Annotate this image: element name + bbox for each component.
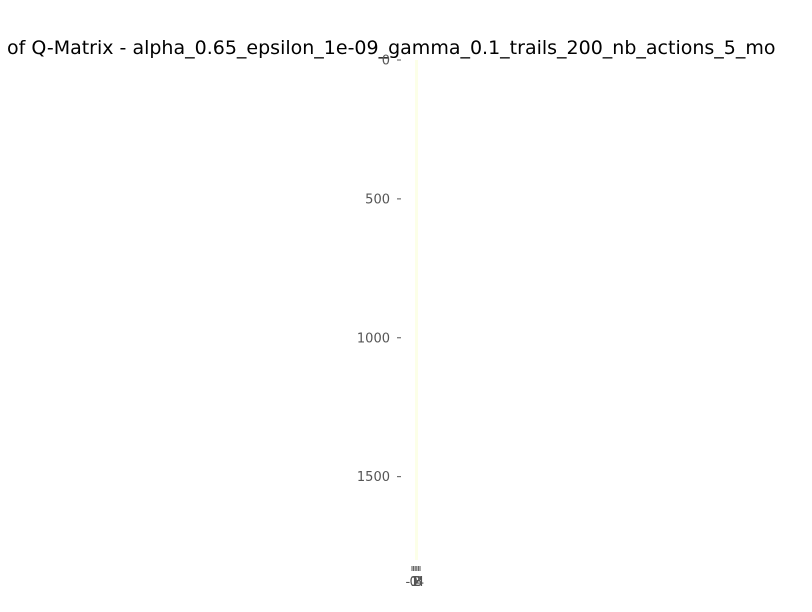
y-tick-label: 1000 — [357, 331, 390, 346]
y-tick-label: 500 — [365, 192, 390, 207]
heatmap-area — [415, 60, 418, 560]
y-axis: 0 500 1000 1500 — [357, 54, 401, 485]
x-tick-label: 2 — [413, 575, 421, 590]
y-tick-label: 1500 — [357, 470, 390, 485]
x-tick-label: 1 — [411, 575, 419, 590]
x-tick-label: 0 — [409, 575, 417, 590]
y-tick-label: 0 — [382, 54, 390, 69]
chart-title: of Q-Matrix - alpha_0.65_epsilon_1e-09_g… — [7, 37, 776, 59]
x-tick-label: -1 — [406, 575, 419, 590]
x-tick-label: 4 — [416, 575, 424, 590]
heatmap-cells — [415, 60, 418, 560]
x-tick-label: 3 — [414, 575, 422, 590]
